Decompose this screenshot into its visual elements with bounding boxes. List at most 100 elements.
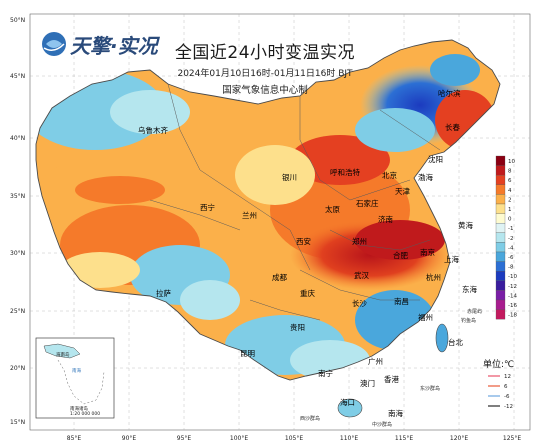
- city-label: 南昌: [394, 296, 409, 306]
- city-label: 沈阳: [428, 154, 443, 164]
- legend-label: -18: [508, 313, 517, 319]
- unit-label: 单位:℃: [483, 360, 515, 370]
- city-label: 郑州: [352, 236, 367, 246]
- legend-swatch: [495, 280, 506, 291]
- lon-label: 105°E: [285, 435, 303, 442]
- legend-swatch: [495, 271, 506, 281]
- legend-label: -4: [508, 245, 514, 251]
- legend-label: -6: [508, 255, 514, 261]
- legend-label: -12: [508, 284, 517, 290]
- city-label: 拉萨: [156, 288, 171, 298]
- sea-label: 渤海: [418, 172, 433, 182]
- island-label: 赤尾屿: [467, 308, 482, 315]
- city-label: 南京: [420, 247, 435, 257]
- legend-swatch: [495, 290, 506, 301]
- map-subtitle: 2024年01月10日16时-01月11日16时 BJT: [177, 69, 353, 79]
- sea-label: 黄海: [458, 220, 473, 230]
- legend-label: -14: [508, 293, 517, 299]
- place-labels: 乌鲁木齐 哈尔滨 长春 沈阳 呼和浩特 北京 天津 石家庄 太原 银川 济南 兰…: [138, 88, 477, 418]
- city-label: 澳门: [360, 378, 375, 388]
- legend-swatch: [495, 232, 506, 243]
- sea-label: 南海: [388, 408, 403, 418]
- lat-label: 30°N: [10, 250, 25, 257]
- legend-label: 0: [508, 217, 512, 223]
- city-label: 乌鲁木齐: [138, 125, 168, 135]
- country-boundary: [35, 39, 501, 381]
- legend-label: -10: [508, 274, 517, 280]
- city-label: 昆明: [240, 349, 255, 358]
- sea-label: 东海: [462, 284, 477, 294]
- inset-label: 南海: [72, 367, 81, 374]
- province-boundaries: [149, 83, 441, 321]
- city-label: 济南: [378, 214, 393, 224]
- city-label: 哈尔滨: [438, 88, 461, 98]
- city-label: 合肥: [393, 250, 408, 260]
- city-label: 成都: [272, 272, 287, 282]
- contour-legend-label: 6: [504, 384, 508, 390]
- legend-swatch: [495, 242, 506, 253]
- lon-label: 120°E: [450, 435, 468, 442]
- city-label: 北京: [382, 170, 397, 180]
- city-label: 石家庄: [356, 198, 379, 208]
- city-label: 兰州: [242, 210, 257, 220]
- lat-label: 15°N: [10, 419, 25, 426]
- lon-label: 95°E: [177, 435, 192, 442]
- lat-label: 45°N: [10, 73, 25, 80]
- taiwan-island: [435, 323, 449, 353]
- legend-swatch: [495, 261, 506, 272]
- lon-label: 85°E: [67, 435, 82, 442]
- legend-label: 8: [508, 169, 512, 175]
- lon-label: 100°E: [230, 435, 248, 442]
- lon-label: 125°E: [503, 435, 521, 442]
- inset-label: 海南岛: [56, 351, 70, 358]
- city-label: 上海: [444, 254, 459, 264]
- lat-label: 50°N: [10, 17, 25, 24]
- legend-swatch: [495, 213, 506, 224]
- legend-label: -8: [508, 265, 514, 271]
- city-label: 福州: [418, 313, 433, 322]
- island-label: 中沙群岛: [372, 421, 392, 428]
- legend-swatch: [495, 175, 506, 185]
- legend-label: 6: [508, 178, 512, 184]
- city-label: 西宁: [200, 202, 215, 212]
- legend-swatch: [495, 165, 506, 176]
- city-label: 银川: [282, 173, 297, 182]
- legend-label: -1: [508, 226, 513, 232]
- map-title: 全国近24小时变温实况: [174, 43, 356, 63]
- legend-swatch: [495, 184, 506, 195]
- lon-label: 110°E: [340, 435, 358, 442]
- contour-legend-label: -6: [504, 394, 510, 400]
- city-label: 天津: [395, 187, 410, 196]
- city-label: 呼和浩特: [330, 167, 360, 177]
- city-label: 长春: [445, 122, 460, 132]
- legend-swatch: [495, 223, 506, 233]
- city-label: 香港: [384, 374, 399, 384]
- city-label: 广州: [368, 356, 383, 366]
- lat-label: 25°N: [10, 308, 25, 315]
- legend-swatch: [495, 309, 506, 320]
- lat-label: 40°N: [10, 135, 25, 142]
- island-label: 钓鱼岛: [461, 317, 476, 324]
- city-label: 西安: [296, 236, 311, 246]
- city-label: 长沙: [352, 298, 367, 308]
- city-label: 重庆: [300, 288, 315, 298]
- lon-label: 115°E: [395, 435, 413, 442]
- legend-swatch: [495, 203, 506, 214]
- city-label: 贵阳: [290, 322, 305, 332]
- legend-label: 2: [508, 197, 512, 203]
- contour-legend-label: -12: [504, 404, 513, 410]
- temperature-field: [36, 40, 500, 380]
- inset-label: 南海诸岛: [70, 405, 88, 412]
- legend-swatch: [495, 194, 506, 205]
- hainan-island: [337, 398, 363, 418]
- title-block: 全国近24小时变温实况 2024年01月10日16时-01月11日16时 BJT…: [150, 38, 380, 96]
- legend-label: 1: [508, 207, 512, 213]
- contour-legend: 12 6 -6 -12: [488, 374, 513, 410]
- city-label: 台北: [448, 337, 463, 347]
- contour-legend-label: 12: [504, 374, 511, 380]
- city-label: 海口: [340, 397, 355, 407]
- island-label: 西沙群岛: [300, 415, 320, 422]
- producer-label: 国家气象信息中心制: [222, 85, 308, 96]
